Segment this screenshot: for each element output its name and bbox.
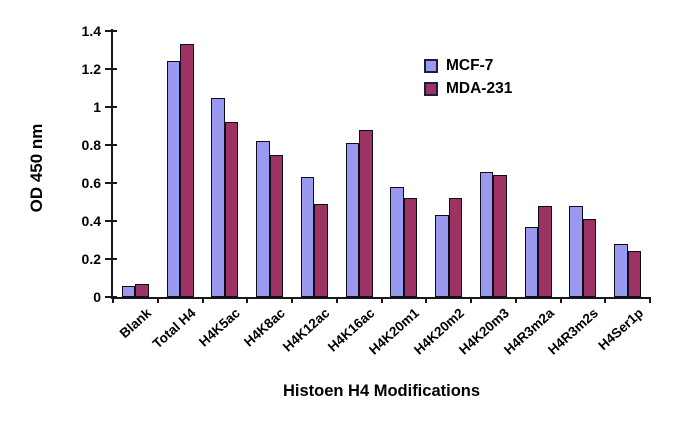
- x-axis-tick: [156, 297, 159, 303]
- x-axis-category-label: Blank: [116, 305, 154, 342]
- y-axis-tick: [105, 220, 117, 222]
- bar-mda-231-blank: [135, 283, 149, 297]
- x-axis-tick: [335, 297, 338, 303]
- y-axis-tick-label: 1.4: [81, 23, 101, 39]
- bar-mcf-7-h4k16ac: [345, 143, 360, 297]
- bar-mcf-7-h4k20m2: [435, 215, 449, 297]
- y-axis-tick-label: 1: [93, 99, 101, 115]
- legend-label: MCF-7: [446, 57, 494, 74]
- legend-swatch-icon: [424, 81, 438, 96]
- y-axis-tick-label: 0.8: [81, 137, 101, 153]
- x-axis-title: Histoen H4 Modifications: [282, 382, 481, 400]
- y-axis-tick: [105, 106, 117, 108]
- x-axis-tick: [470, 297, 472, 303]
- x-axis-tick: [425, 297, 428, 303]
- bar-mcf-7-h4k12ac: [300, 177, 315, 297]
- x-axis-tick: [559, 297, 562, 303]
- y-axis-title: OD 450 nm: [27, 123, 46, 213]
- x-axis-tick: [649, 297, 651, 303]
- y-axis-tick-label: 1.2: [81, 61, 101, 77]
- legend-label: MDA-231: [446, 80, 513, 97]
- bar-mda-231-h4k20m3: [493, 175, 507, 297]
- x-axis-tick: [380, 297, 383, 303]
- x-axis-tick: [291, 297, 293, 303]
- bar-mcf-7-h4k5ac: [211, 97, 225, 297]
- bar-mda-231-h4k20m1: [403, 198, 418, 297]
- x-axis-tick: [246, 297, 249, 303]
- bar-mcf-7-blank: [121, 285, 136, 297]
- bar-mda-231-h4ser1p: [627, 251, 642, 297]
- bar-mda-231-h4k12ac: [314, 203, 328, 297]
- bar-mda-231-h4k8ac: [269, 154, 284, 297]
- y-axis-tick-label: 0: [93, 289, 101, 305]
- y-axis-tick: [105, 30, 117, 32]
- legend-swatch-icon: [424, 58, 438, 73]
- bar-mda-231-h4k16ac: [359, 129, 373, 297]
- x-axis-category-label: Total H4: [149, 305, 199, 352]
- y-axis-tick-label: 0.4: [81, 213, 101, 229]
- legend-item-mcf-7: MCF-7: [424, 58, 512, 73]
- x-axis-tick: [201, 297, 204, 303]
- x-axis-category-label: H4Ser1p: [595, 305, 646, 354]
- bar-mda-231-h4r3m2s: [582, 219, 597, 297]
- bar-mda-231-h4r3m2a: [538, 205, 552, 297]
- legend-item-mda-231: MDA-231: [424, 81, 512, 96]
- y-axis-tick-label: 0.2: [81, 251, 101, 267]
- bar-mcf-7-h4r3m2s: [569, 205, 583, 297]
- y-axis-tick: [105, 258, 117, 260]
- bar-mcf-7-total-h4: [166, 61, 181, 297]
- bar-mcf-7-h4r3m2a: [524, 226, 539, 297]
- bar-mcf-7-h4k8ac: [256, 141, 270, 297]
- y-axis-tick: [105, 144, 117, 146]
- bar-mda-231-total-h4: [180, 44, 194, 297]
- legend: MCF-7 MDA-231: [424, 58, 512, 96]
- x-axis-category-label: H4K5ac: [196, 305, 244, 350]
- bar-mda-231-h4k5ac: [224, 122, 239, 297]
- x-axis-tick: [112, 297, 114, 303]
- x-axis-tick: [604, 297, 607, 303]
- y-axis-tick: [105, 68, 117, 70]
- bar-mcf-7-h4k20m1: [390, 186, 404, 297]
- bar-mda-231-h4k20m2: [448, 198, 463, 297]
- bar-mcf-7-h4ser1p: [614, 243, 628, 297]
- y-axis-tick: [105, 182, 117, 184]
- x-axis-category-label: H4K12ac: [280, 305, 333, 355]
- bar-mcf-7-h4k20m3: [479, 171, 494, 297]
- y-axis-tick-label: 0.6: [81, 175, 101, 191]
- y-axis-tick: [105, 296, 117, 298]
- x-axis-tick: [514, 297, 517, 303]
